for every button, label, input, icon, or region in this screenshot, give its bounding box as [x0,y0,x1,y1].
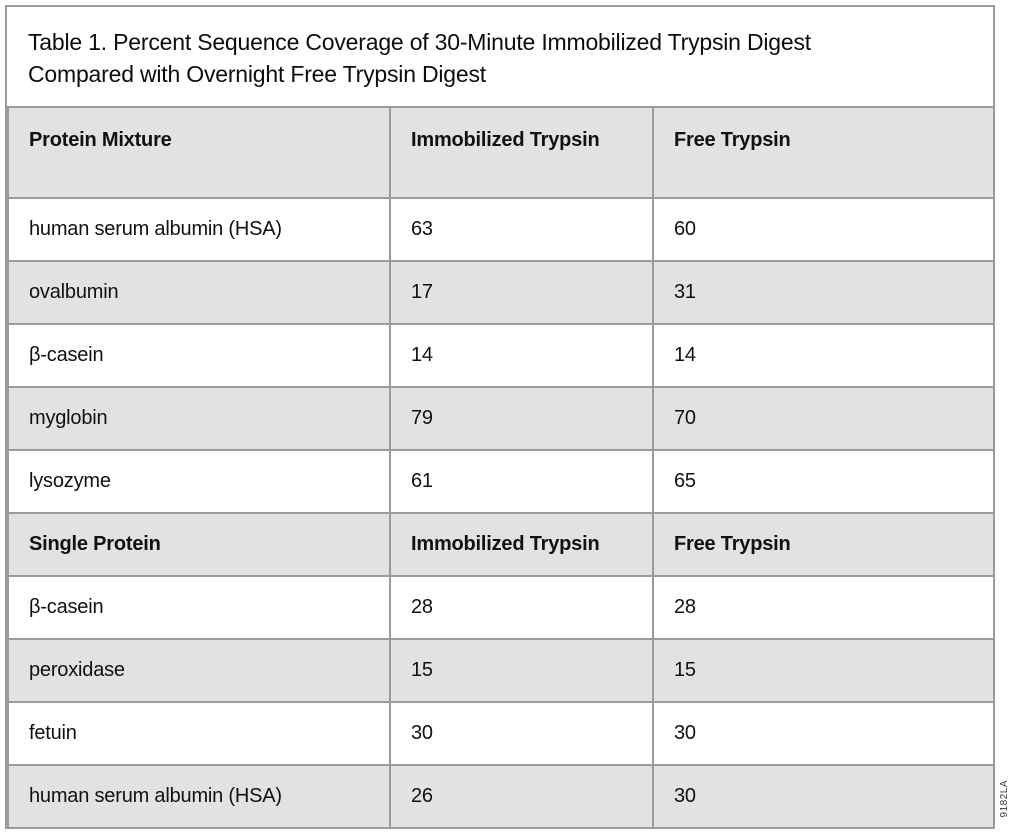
protein-name-cell: lysozyme [7,449,391,514]
figure-code-label: 9182LA [999,780,1010,818]
table-header-single-protein: Single Protein Immobilized Trypsin Free … [7,512,995,577]
table-row: ovalbumin 17 31 [7,260,995,325]
table-title-line2: Compared with Overnight Free Trypsin Dig… [28,61,486,87]
free-value-cell: 31 [652,260,995,325]
immobilized-value-cell: 30 [389,701,654,766]
immobilized-value-cell: 26 [389,764,654,829]
coverage-table: Protein Mixture Immobilized Trypsin Free… [7,106,995,829]
protein-name-cell: β-casein [7,575,391,640]
protein-name-cell: human serum albumin (HSA) [7,764,391,829]
header-cell-immobilized-trypsin: Immobilized Trypsin [389,512,654,577]
free-value-cell: 30 [652,701,995,766]
header-cell-free-trypsin: Free Trypsin [652,512,995,577]
immobilized-value-cell: 14 [389,323,654,388]
free-value-cell: 60 [652,197,995,262]
immobilized-value-cell: 63 [389,197,654,262]
immobilized-value-cell: 15 [389,638,654,703]
immobilized-value-cell: 17 [389,260,654,325]
protein-name-cell: β-casein [7,323,391,388]
table-title: Table 1. Percent Sequence Coverage of 30… [7,7,993,106]
free-value-cell: 70 [652,386,995,451]
table-title-line1: Table 1. Percent Sequence Coverage of 30… [28,29,811,55]
header-cell-single-protein: Single Protein [7,512,391,577]
table-row: human serum albumin (HSA) 26 30 [7,764,995,829]
header-cell-free-trypsin: Free Trypsin [652,106,995,199]
free-value-cell: 28 [652,575,995,640]
immobilized-value-cell: 61 [389,449,654,514]
header-cell-protein-mixture: Protein Mixture [7,106,391,199]
protein-name-cell: fetuin [7,701,391,766]
immobilized-value-cell: 28 [389,575,654,640]
table-row: lysozyme 61 65 [7,449,995,514]
table-frame: Table 1. Percent Sequence Coverage of 30… [5,5,995,829]
free-value-cell: 15 [652,638,995,703]
free-value-cell: 14 [652,323,995,388]
table-row: fetuin 30 30 [7,701,995,766]
header-cell-immobilized-trypsin: Immobilized Trypsin [389,106,654,199]
table-row: peroxidase 15 15 [7,638,995,703]
protein-name-cell: peroxidase [7,638,391,703]
protein-name-cell: ovalbumin [7,260,391,325]
table-header-protein-mixture: Protein Mixture Immobilized Trypsin Free… [7,106,995,199]
free-value-cell: 65 [652,449,995,514]
table-row: β-casein 28 28 [7,575,995,640]
table-row: myglobin 79 70 [7,386,995,451]
protein-name-cell: human serum albumin (HSA) [7,197,391,262]
protein-name-cell: myglobin [7,386,391,451]
table-row: human serum albumin (HSA) 63 60 [7,197,995,262]
immobilized-value-cell: 79 [389,386,654,451]
free-value-cell: 30 [652,764,995,829]
table-row: β-casein 14 14 [7,323,995,388]
